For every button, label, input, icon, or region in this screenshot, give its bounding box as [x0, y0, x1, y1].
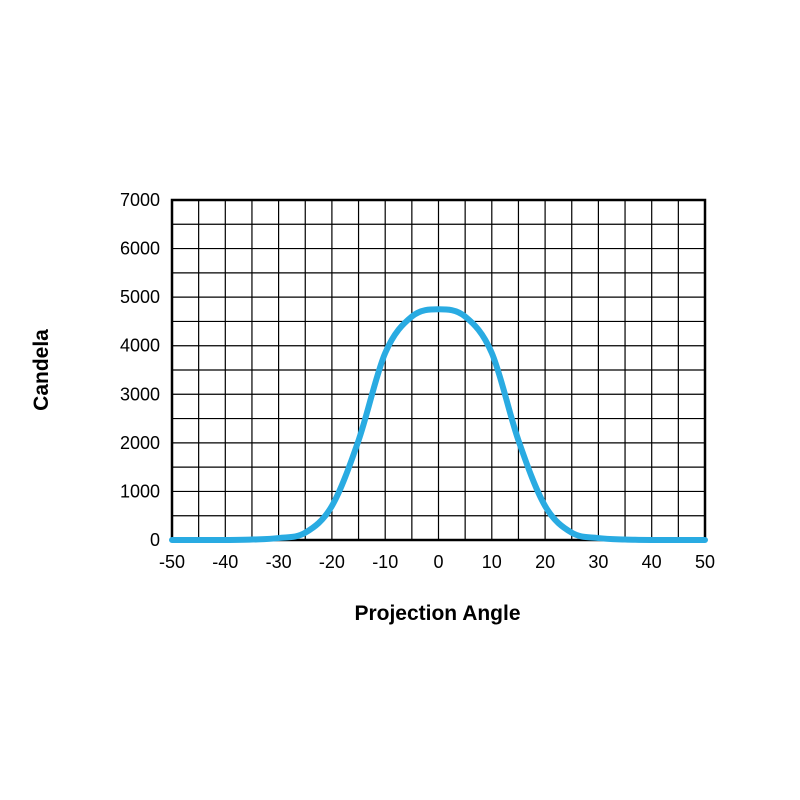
- y-tick-label: 6000: [120, 239, 160, 259]
- y-tick-label: 3000: [120, 384, 160, 404]
- luminous-intensity-curve: [169, 306, 708, 544]
- y-tick-label: 1000: [120, 481, 160, 501]
- y-tick-label: 7000: [120, 190, 160, 210]
- x-tick-label: 0: [433, 552, 443, 572]
- x-tick-label: -20: [319, 552, 345, 572]
- x-tick-label: -50: [159, 552, 185, 572]
- y-tick-label: 0: [150, 530, 160, 550]
- y-tick-label: 4000: [120, 336, 160, 356]
- x-tick-label: -10: [372, 552, 398, 572]
- y-tick-label: 2000: [120, 433, 160, 453]
- tick-labels: -50 -40 -30 -20 -10 0 10 20 30 40 50 0 1000 2000 3000 4…: [120, 190, 715, 572]
- x-axis-label: Projection Angle: [354, 602, 521, 625]
- x-tick-label: 30: [588, 552, 608, 572]
- x-tick-label: 20: [535, 552, 555, 572]
- x-tick-label: -30: [266, 552, 292, 572]
- plot-border: [170, 198, 707, 542]
- x-tick-label: 50: [695, 552, 715, 572]
- x-tick-label: 10: [482, 552, 502, 572]
- x-tick-label: -40: [212, 552, 238, 572]
- series-curve: [169, 306, 708, 544]
- x-tick-label: 40: [642, 552, 662, 572]
- y-tick-label: 5000: [120, 287, 160, 307]
- grid-lines: [171, 199, 706, 541]
